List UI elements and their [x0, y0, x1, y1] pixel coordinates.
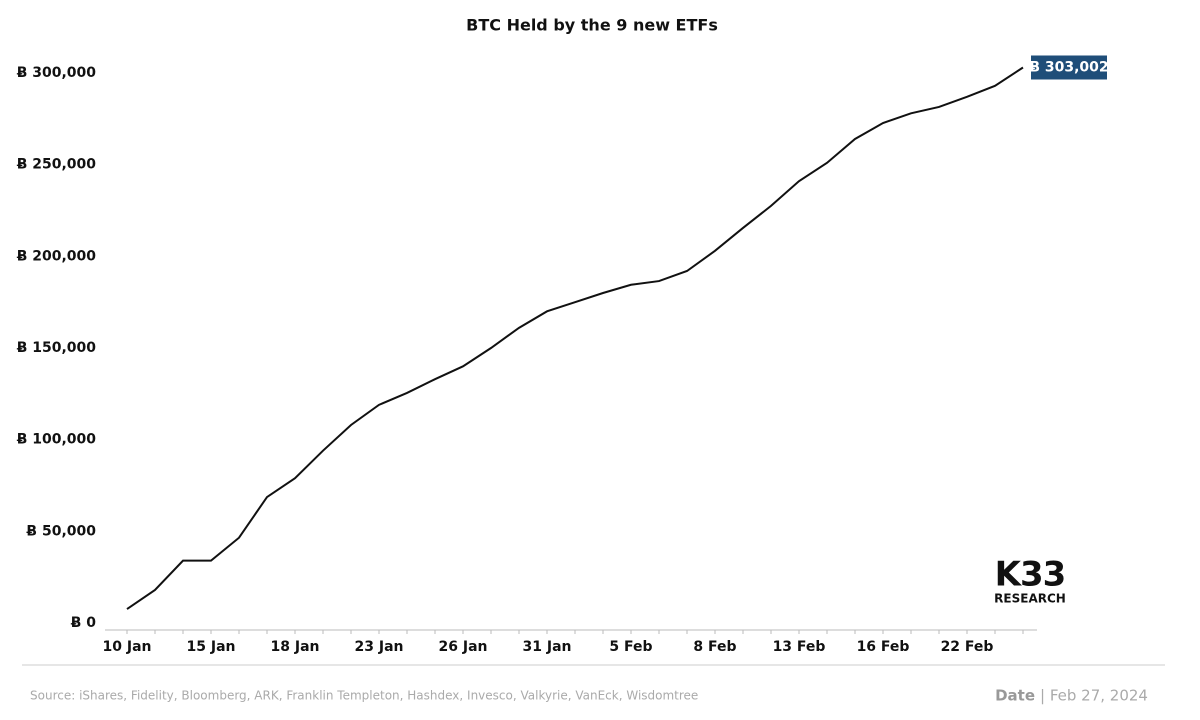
source: Source: iShares, Fidelity, Bloomberg, AR…	[30, 689, 698, 703]
x-tick-label: 13 Feb	[773, 639, 826, 655]
y-tick-label: Ƀ 0	[71, 615, 97, 631]
x-tick-label: 10 Jan	[103, 639, 152, 655]
y-tick-label: Ƀ 100,000	[17, 432, 97, 448]
y-tick-label: Ƀ 150,000	[17, 340, 97, 356]
value-label-bg	[1031, 55, 1107, 80]
y-tick-label: Ƀ 200,000	[17, 248, 97, 264]
logo-subtitle: RESEARCH	[994, 592, 1066, 606]
value-label: Ƀ 303,002	[1029, 59, 1108, 75]
x-tick-label: 5 Feb	[609, 639, 652, 655]
x-tick-label: 31 Jan	[523, 639, 572, 655]
x-tick-label: 18 Jan	[271, 639, 320, 655]
logo: K33	[995, 555, 1066, 595]
x-tick-label: 23 Jan	[355, 639, 404, 655]
y-tick-label: Ƀ 300,000	[17, 65, 97, 81]
date: | Feb 27, 2024	[1040, 687, 1148, 705]
chart-title: BTC Held by the 9 new ETFs	[466, 16, 718, 35]
x-tick-label: 16 Feb	[857, 639, 910, 655]
y-tick-label: Ƀ 250,000	[17, 157, 97, 173]
x-tick-label: 8 Feb	[693, 639, 736, 655]
x-tick-label: 26 Jan	[439, 639, 488, 655]
date-label: Date	[995, 687, 1035, 705]
x-tick-label: 15 Jan	[187, 639, 236, 655]
x-tick-label: 22 Feb	[941, 639, 994, 655]
line	[126, 66, 1024, 610]
y-tick-label: Ƀ 50,000	[26, 523, 96, 539]
